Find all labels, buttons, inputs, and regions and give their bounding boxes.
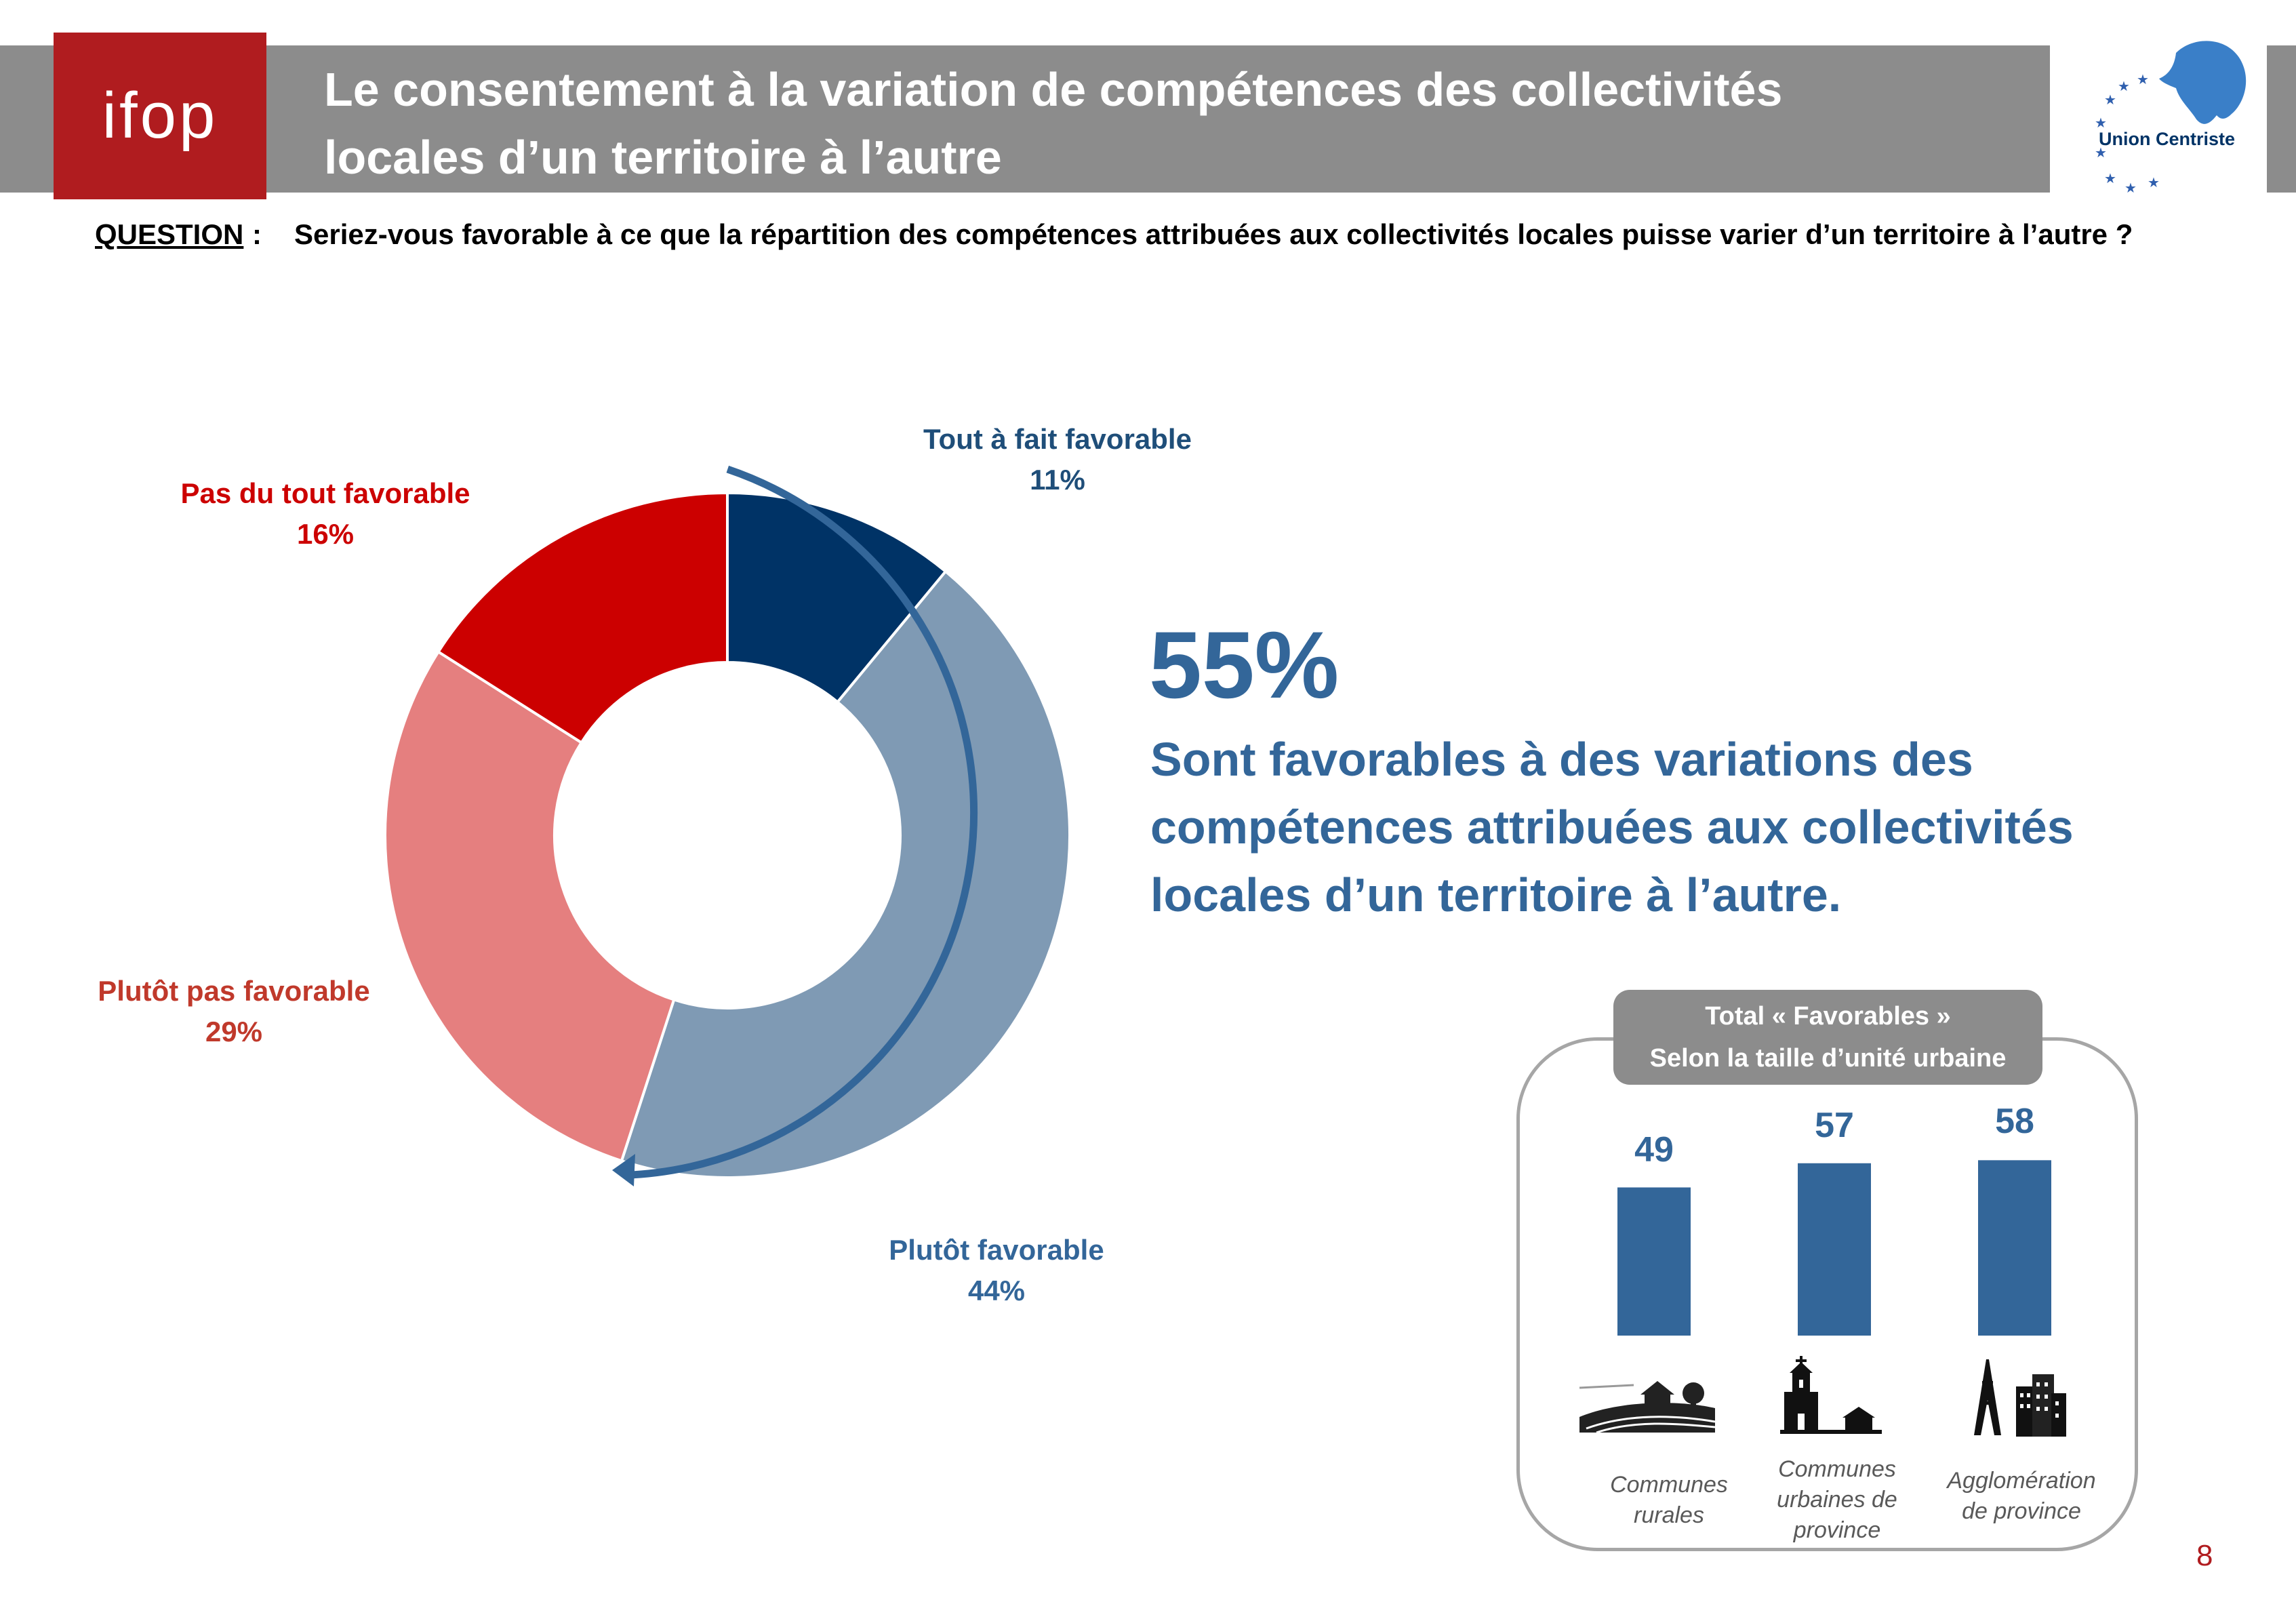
title-line-1: Le consentement à la variation de compét… — [324, 63, 1783, 116]
star-icon: ★ — [2095, 115, 2107, 131]
favorable-bracket-arc — [624, 465, 978, 1179]
union-centriste-name: Union Centriste — [2099, 129, 2236, 149]
highlight-text: Sont favorables à des variations des com… — [1150, 733, 2074, 921]
bracket-arrowhead-icon — [612, 1154, 635, 1186]
ifop-logo-text: ifop — [102, 79, 218, 152]
label-plutot-pas-name: Plutôt pas favorable — [98, 975, 370, 1007]
label-tout-a-fait-value: 11% — [1030, 464, 1085, 496]
header-right-strip — [2267, 45, 2296, 193]
label-plutot-favorable: Plutôt favorable 44% — [813, 1230, 1180, 1311]
caption-line: Agglomération — [1947, 1468, 2096, 1494]
bar-value-label-urbaines: 57 — [1815, 1106, 1854, 1145]
star-icon: ★ — [2124, 180, 2137, 195]
church-village-icon — [1780, 1356, 1882, 1434]
star-icon: ★ — [2137, 71, 2149, 87]
subchart-header-line1: Total « Favorables » — [1705, 1002, 1951, 1031]
title-line-2: locales d’un territoire à l’autre — [324, 131, 1002, 184]
caption-line: province — [1793, 1517, 1881, 1543]
union-centriste-logo: ★ ★ ★ ★ ★ ★ ★ ★ — [2095, 41, 2247, 195]
header-bar — [0, 45, 2050, 193]
star-icon: ★ — [2104, 92, 2116, 108]
eiffel-tower-city-icon — [1974, 1359, 2066, 1437]
donut-slice-pas-du-tout — [436, 491, 729, 745]
label-plutot-pas-value: 29% — [205, 1016, 263, 1047]
marianne-profile-icon — [2159, 41, 2247, 124]
caption-line: urbaines de — [1777, 1487, 1897, 1513]
bar-urbaines — [1798, 1163, 1871, 1336]
donut-slice-plutot-favorable — [620, 569, 1071, 1179]
bar-value-label-rurales: 49 — [1634, 1130, 1674, 1169]
bar-agglomeration — [1978, 1160, 2051, 1336]
donut-slice-plutot-pas — [384, 649, 676, 1163]
label-pas-du-tout-value: 16% — [296, 518, 355, 550]
star-icon: ★ — [2104, 170, 2116, 186]
star-icon: ★ — [2095, 144, 2107, 161]
label-plutot-favorable-value: 44% — [967, 1275, 1026, 1306]
label-pas-du-tout: Pas du tout favorable 16% — [142, 473, 508, 555]
star-icon: ★ — [2118, 78, 2130, 94]
bar-rurales — [1617, 1187, 1691, 1336]
donut-slices — [384, 491, 1071, 1179]
subchart-header-line2: Selon la taille d’unité urbaine — [1649, 1044, 2007, 1073]
bar-caption-agglomeration: Agglomération de province — [1940, 1466, 2103, 1527]
caption-line: de province — [1962, 1498, 2081, 1524]
caption-line: Communes — [1610, 1472, 1728, 1498]
highlight-value: 55% — [1149, 612, 1340, 718]
question-text: Seriez-vous favorable à ce que la répart… — [294, 218, 2133, 250]
label-tout-a-fait: Tout à fait favorable 11% — [874, 419, 1241, 500]
bar-value-label-agglomeration: 58 — [1995, 1102, 2034, 1141]
caption-line: Communes — [1778, 1456, 1896, 1482]
bar-caption-urbaines: Communes urbaines de province — [1756, 1454, 1918, 1546]
label-plutot-favorable-name: Plutôt favorable — [889, 1234, 1104, 1266]
page-title: Le consentement à la variation de compét… — [324, 56, 2032, 191]
label-pas-du-tout-name: Pas du tout favorable — [180, 477, 470, 509]
question-colon: : — [252, 218, 262, 250]
ifop-logo: ifop — [54, 33, 266, 199]
farm-landscape-icon — [1579, 1381, 1716, 1434]
bar-caption-rurales: Communes rurales — [1588, 1470, 1750, 1531]
star-icon: ★ — [2148, 174, 2160, 191]
label-plutot-pas: Plutôt pas favorable 29% — [54, 971, 414, 1052]
label-tout-a-fait-name: Tout à fait favorable — [923, 423, 1192, 455]
caption-line: rurales — [1634, 1502, 1704, 1528]
bars — [1617, 1160, 2051, 1336]
page-number: 8 — [2196, 1539, 2213, 1572]
subchart-header: Total « Favorables » Selon la taille d’u… — [1613, 990, 2042, 1085]
question-label: QUESTION — [95, 218, 244, 250]
